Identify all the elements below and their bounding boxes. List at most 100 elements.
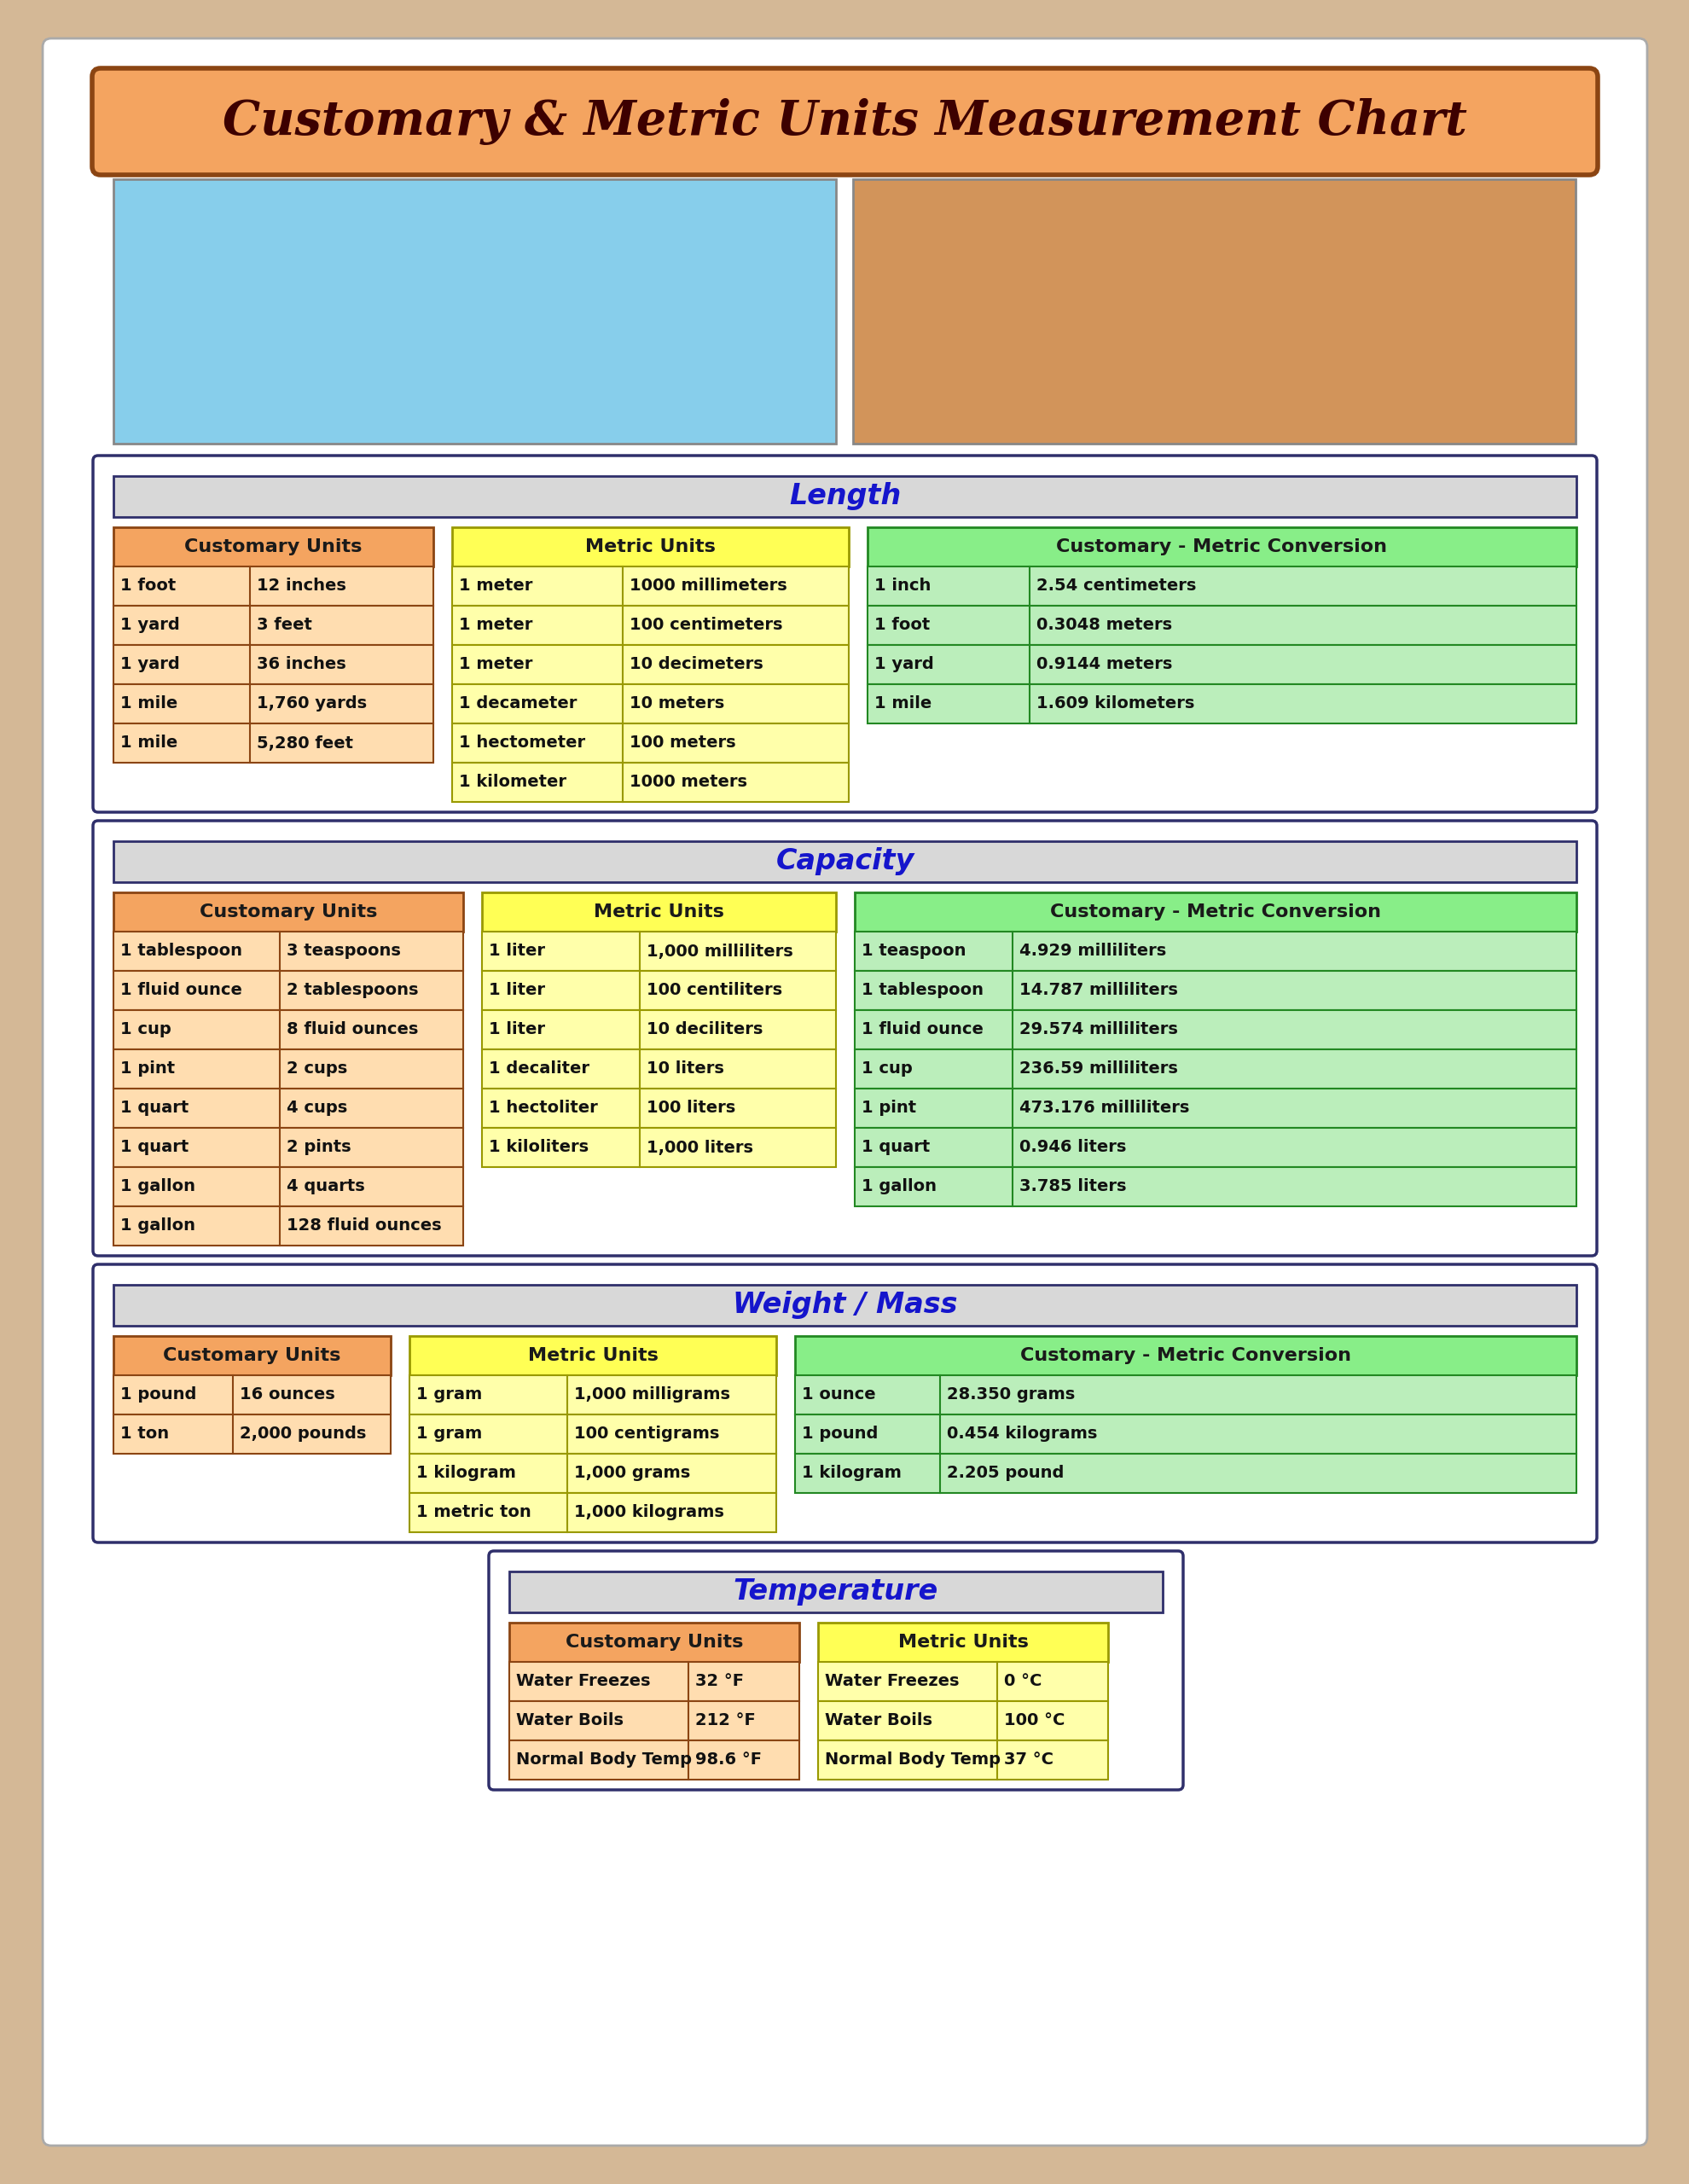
Text: 1 tablespoon: 1 tablespoon [120,943,242,959]
FancyBboxPatch shape [113,605,432,644]
Text: 1 kiloliters: 1 kiloliters [488,1140,588,1155]
FancyBboxPatch shape [113,933,463,972]
Text: 0.3048 meters: 0.3048 meters [1035,618,1172,633]
Text: 1 kilogram: 1 kilogram [802,1465,902,1481]
FancyBboxPatch shape [481,1127,836,1166]
Text: 236.59 milliliters: 236.59 milliliters [1018,1061,1177,1077]
FancyBboxPatch shape [113,1284,1576,1326]
Text: 1.609 kilometers: 1.609 kilometers [1035,697,1194,712]
FancyBboxPatch shape [855,1127,1576,1166]
FancyBboxPatch shape [113,893,463,933]
Text: 1 ton: 1 ton [120,1426,169,1441]
FancyBboxPatch shape [488,1551,1182,1791]
Text: 1,000 kilograms: 1,000 kilograms [574,1505,725,1520]
Text: 100 meters: 100 meters [630,736,735,751]
FancyBboxPatch shape [453,684,848,723]
Text: 1 quart: 1 quart [861,1140,929,1155]
Text: 1 liter: 1 liter [488,1022,546,1037]
FancyBboxPatch shape [817,1701,1108,1741]
Text: 1,000 liters: 1,000 liters [647,1140,753,1155]
Text: 36 inches: 36 inches [257,657,346,673]
FancyBboxPatch shape [453,723,848,762]
Text: 1 metric ton: 1 metric ton [415,1505,530,1520]
Text: Metric Units: Metric Units [527,1348,657,1365]
Text: Customary Units: Customary Units [184,537,361,555]
Text: 3 teaspoons: 3 teaspoons [287,943,400,959]
Text: 1 ounce: 1 ounce [802,1387,875,1402]
Text: 1 inch: 1 inch [873,579,931,594]
FancyBboxPatch shape [409,1455,775,1494]
FancyBboxPatch shape [481,972,836,1009]
Text: 1 fluid ounce: 1 fluid ounce [861,1022,983,1037]
Text: 1 kilometer: 1 kilometer [459,773,566,791]
FancyBboxPatch shape [453,526,848,566]
Text: 1 liter: 1 liter [488,983,546,998]
FancyBboxPatch shape [817,1662,1108,1701]
FancyBboxPatch shape [113,644,432,684]
FancyBboxPatch shape [508,1741,799,1780]
FancyBboxPatch shape [866,605,1576,644]
Text: 2.54 centimeters: 2.54 centimeters [1035,579,1196,594]
Text: Water Boils: Water Boils [824,1712,932,1730]
Text: 1 gram: 1 gram [415,1426,481,1441]
Text: Weight / Mass: Weight / Mass [731,1291,958,1319]
Text: 1 kilogram: 1 kilogram [415,1465,515,1481]
FancyBboxPatch shape [866,644,1576,684]
Text: 1 gram: 1 gram [415,1387,481,1402]
Text: Water Freezes: Water Freezes [515,1673,650,1690]
Text: 14.787 milliliters: 14.787 milliliters [1018,983,1177,998]
FancyBboxPatch shape [113,972,463,1009]
Text: 2 pints: 2 pints [287,1140,351,1155]
FancyBboxPatch shape [113,1009,463,1048]
Text: Capacity: Capacity [775,847,914,876]
Text: 0 °C: 0 °C [1003,1673,1042,1690]
Text: 1 meter: 1 meter [459,657,532,673]
Text: 1 mile: 1 mile [873,697,931,712]
Text: 1 pound: 1 pound [802,1426,878,1441]
Text: Customary - Metric Conversion: Customary - Metric Conversion [1056,537,1387,555]
Text: 212 °F: 212 °F [694,1712,755,1730]
FancyBboxPatch shape [409,1376,775,1415]
FancyBboxPatch shape [93,68,1596,175]
Text: 12 inches: 12 inches [257,579,346,594]
Text: 1 cup: 1 cup [861,1061,912,1077]
FancyBboxPatch shape [113,1048,463,1088]
FancyBboxPatch shape [866,526,1576,566]
Text: 1000 millimeters: 1000 millimeters [630,579,787,594]
FancyBboxPatch shape [508,1572,1162,1612]
Text: 5,280 feet: 5,280 feet [257,736,353,751]
FancyBboxPatch shape [481,1088,836,1127]
FancyBboxPatch shape [508,1701,799,1741]
FancyBboxPatch shape [508,1662,799,1701]
Text: 1 mile: 1 mile [120,736,177,751]
FancyBboxPatch shape [113,526,432,566]
Text: 1 yard: 1 yard [873,657,934,673]
FancyBboxPatch shape [817,1741,1108,1780]
Text: 0.9144 meters: 0.9144 meters [1035,657,1172,673]
Text: 10 decimeters: 10 decimeters [630,657,763,673]
FancyBboxPatch shape [481,1048,836,1088]
Text: Metric Units: Metric Units [584,537,714,555]
Text: 10 deciliters: 10 deciliters [647,1022,762,1037]
Text: 1 quart: 1 quart [120,1140,189,1155]
FancyBboxPatch shape [113,1376,390,1415]
FancyBboxPatch shape [93,1265,1596,1542]
FancyBboxPatch shape [453,762,848,802]
Text: 100 centigrams: 100 centigrams [574,1426,720,1441]
Text: 100 centimeters: 100 centimeters [630,618,782,633]
Text: 1 foot: 1 foot [873,618,929,633]
Text: 100 liters: 100 liters [647,1101,735,1116]
FancyBboxPatch shape [481,893,836,933]
FancyBboxPatch shape [817,1623,1108,1662]
FancyBboxPatch shape [113,1206,463,1245]
FancyBboxPatch shape [481,1009,836,1048]
Text: 37 °C: 37 °C [1003,1752,1052,1769]
FancyBboxPatch shape [93,821,1596,1256]
Text: 1 quart: 1 quart [120,1101,189,1116]
Text: Customary & Metric Units Measurement Chart: Customary & Metric Units Measurement Cha… [223,98,1466,144]
Text: 4.929 milliliters: 4.929 milliliters [1018,943,1165,959]
FancyBboxPatch shape [113,1337,390,1376]
Text: 1,000 grams: 1,000 grams [574,1465,691,1481]
FancyBboxPatch shape [855,1166,1576,1206]
Text: 8 fluid ounces: 8 fluid ounces [287,1022,419,1037]
